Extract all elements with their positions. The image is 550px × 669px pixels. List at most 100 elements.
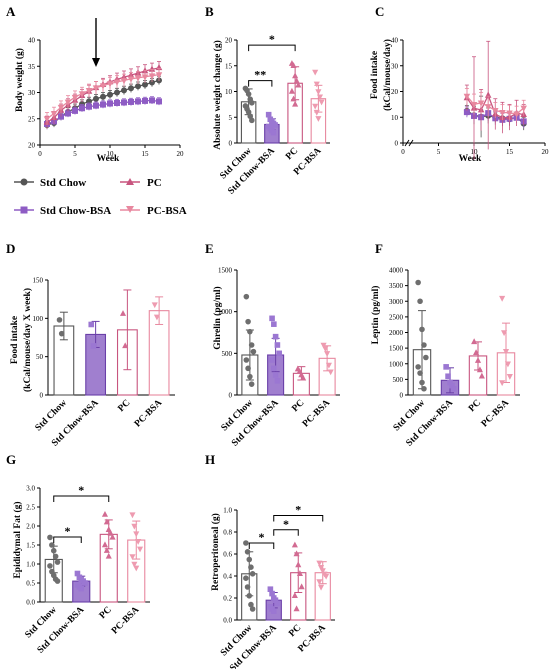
panel-H-datapoint bbox=[296, 570, 304, 576]
panel-H-datapoint bbox=[248, 564, 254, 570]
panel-A-ytick-label: 20 bbox=[28, 142, 36, 150]
panel-A-point bbox=[57, 104, 65, 112]
panel-C-xtick-label: 20 bbox=[542, 148, 550, 156]
panel-F-datapoint bbox=[421, 385, 427, 392]
panel-letter-e: E bbox=[205, 241, 214, 256]
panel-F-bar-group-2 bbox=[468, 338, 488, 396]
panel-B-bar-group-2 bbox=[287, 60, 303, 144]
panel-E-datapoint bbox=[274, 342, 281, 348]
panel-E-datapoint bbox=[324, 351, 331, 357]
panel-f-ylabel: Leptin (pg/ml) bbox=[370, 286, 381, 345]
panel-H-datapoint bbox=[270, 608, 277, 614]
panel-G-datapoint bbox=[131, 561, 138, 568]
panel-E-datapoint bbox=[271, 365, 277, 372]
panel-letter-d: D bbox=[6, 241, 15, 256]
panel-letter-g: G bbox=[6, 452, 16, 467]
panel-G-datapoint bbox=[54, 559, 61, 565]
panel-G-bar-group-3 bbox=[127, 512, 146, 603]
panel-B-datapoint bbox=[270, 129, 277, 136]
panel-E-datapoint bbox=[322, 346, 329, 352]
panel-G-datapoint bbox=[47, 534, 53, 541]
panel-G-datapoint bbox=[47, 563, 53, 569]
panel-F-datapoint bbox=[421, 342, 427, 348]
panel-H-datapoint bbox=[274, 600, 280, 607]
panel-B-datapoint bbox=[315, 116, 322, 122]
panel-F-ytick-label: 2000 bbox=[389, 329, 404, 337]
panel-D-datapoint bbox=[88, 321, 95, 328]
panel-C-axes: 0 10 20 30 40 bbox=[391, 37, 545, 148]
panel-H-sig-label: * bbox=[295, 503, 301, 517]
panel-G-datapoint bbox=[129, 554, 136, 561]
panel-B-datapoint bbox=[316, 94, 324, 101]
panel-A-ytick-label: 35 bbox=[28, 63, 36, 71]
panel-F-datapoint bbox=[506, 374, 513, 380]
panel-F-datapoint bbox=[443, 364, 449, 370]
panel-A-point bbox=[134, 98, 141, 105]
panel-F-bar-group-1 bbox=[440, 364, 460, 396]
panel-A-point bbox=[155, 72, 163, 79]
panel-A-xtick-label: 0 bbox=[38, 150, 42, 158]
panel-A-point bbox=[100, 93, 107, 100]
panel-A-point bbox=[121, 99, 128, 106]
panel-E-datapoint bbox=[272, 372, 279, 378]
panel-E-datapoint bbox=[276, 350, 282, 357]
panel-H-ytick-label: 0.4 bbox=[223, 573, 232, 581]
panel-G-bar-group-1 bbox=[72, 570, 91, 603]
panel-C-point bbox=[463, 93, 471, 100]
panel-H-category-label: PC bbox=[287, 623, 303, 639]
panel-H-ytick-label: 0.0 bbox=[223, 617, 232, 625]
panel-H-ytick-label: 0.6 bbox=[223, 551, 232, 559]
panel-A-point bbox=[50, 111, 58, 118]
panel-C-xtick-label: 0 bbox=[401, 148, 405, 156]
panel-H-ytick-label: 0.2 bbox=[223, 595, 232, 603]
panel-A-point bbox=[141, 74, 149, 81]
panel-letter-c: C bbox=[375, 4, 384, 19]
panel-F-ytick-label: 500 bbox=[393, 376, 404, 384]
panel-E-datapoint bbox=[243, 357, 250, 363]
panel-A-point bbox=[99, 83, 107, 90]
panel-H-datapoint bbox=[298, 583, 305, 590]
panel-C-point bbox=[492, 107, 499, 115]
panel-D-datapoint bbox=[153, 314, 161, 321]
panel-H-significance-0: * bbox=[248, 530, 275, 549]
panel-B-datapoint bbox=[292, 100, 299, 107]
panel-F-datapoint bbox=[445, 373, 451, 380]
panel-A-point bbox=[127, 98, 134, 105]
panel-A-point bbox=[134, 75, 142, 82]
panel-d-ylabel-line2: (kCal/mouse/day X week) bbox=[22, 288, 33, 392]
panel-C-point bbox=[506, 110, 513, 117]
panel-H-datapoint bbox=[291, 592, 298, 598]
panel-E-datapoint bbox=[272, 333, 279, 340]
panel-H-significance-2: * bbox=[273, 503, 324, 522]
panel-B-datapoint bbox=[288, 87, 295, 94]
panel-A-arrow-head bbox=[92, 58, 100, 67]
panel-A-point bbox=[141, 97, 148, 104]
panel-E-datapoint bbox=[245, 318, 251, 325]
legend-item-pc-bsa: PC-BSA bbox=[120, 205, 187, 217]
panel-H-bar-group-2 bbox=[290, 541, 307, 621]
panel-G-ytick-label: 2.0 bbox=[26, 523, 35, 531]
panel-E-bar-group-1 bbox=[267, 315, 285, 396]
panel-A-point bbox=[127, 76, 135, 83]
panel-F-ytick-label: 1500 bbox=[389, 345, 404, 353]
panel-D-category-label: PC-BSA bbox=[133, 398, 164, 429]
panel-D-bar-group-2 bbox=[116, 289, 138, 396]
panel-H-bar-group-1 bbox=[265, 586, 282, 621]
panel-H-sig-label: * bbox=[283, 517, 289, 531]
panel-F-category-label: PC-BSA bbox=[480, 398, 511, 429]
panel-B-ytick-label: 0 bbox=[229, 140, 233, 148]
panel-C-xtick-label: 5 bbox=[437, 148, 441, 156]
panel-E-datapoint bbox=[300, 374, 307, 381]
panel-D-ytick-label: 150 bbox=[33, 277, 44, 285]
panel-H-datapoint bbox=[246, 592, 253, 599]
panel-F-datapoint bbox=[417, 298, 423, 305]
panel-A-point bbox=[114, 100, 121, 107]
panel-H-datapoint bbox=[317, 565, 325, 571]
panel-A-xtick-label: 15 bbox=[142, 150, 150, 158]
panel-F-datapoint bbox=[471, 338, 478, 345]
panel-A-point bbox=[92, 85, 100, 92]
legend-label-pc: PC bbox=[147, 177, 162, 189]
panel-D-datapoint bbox=[90, 343, 97, 349]
panel-H-datapoint bbox=[249, 570, 256, 577]
panel-F-datapoint bbox=[474, 357, 482, 363]
